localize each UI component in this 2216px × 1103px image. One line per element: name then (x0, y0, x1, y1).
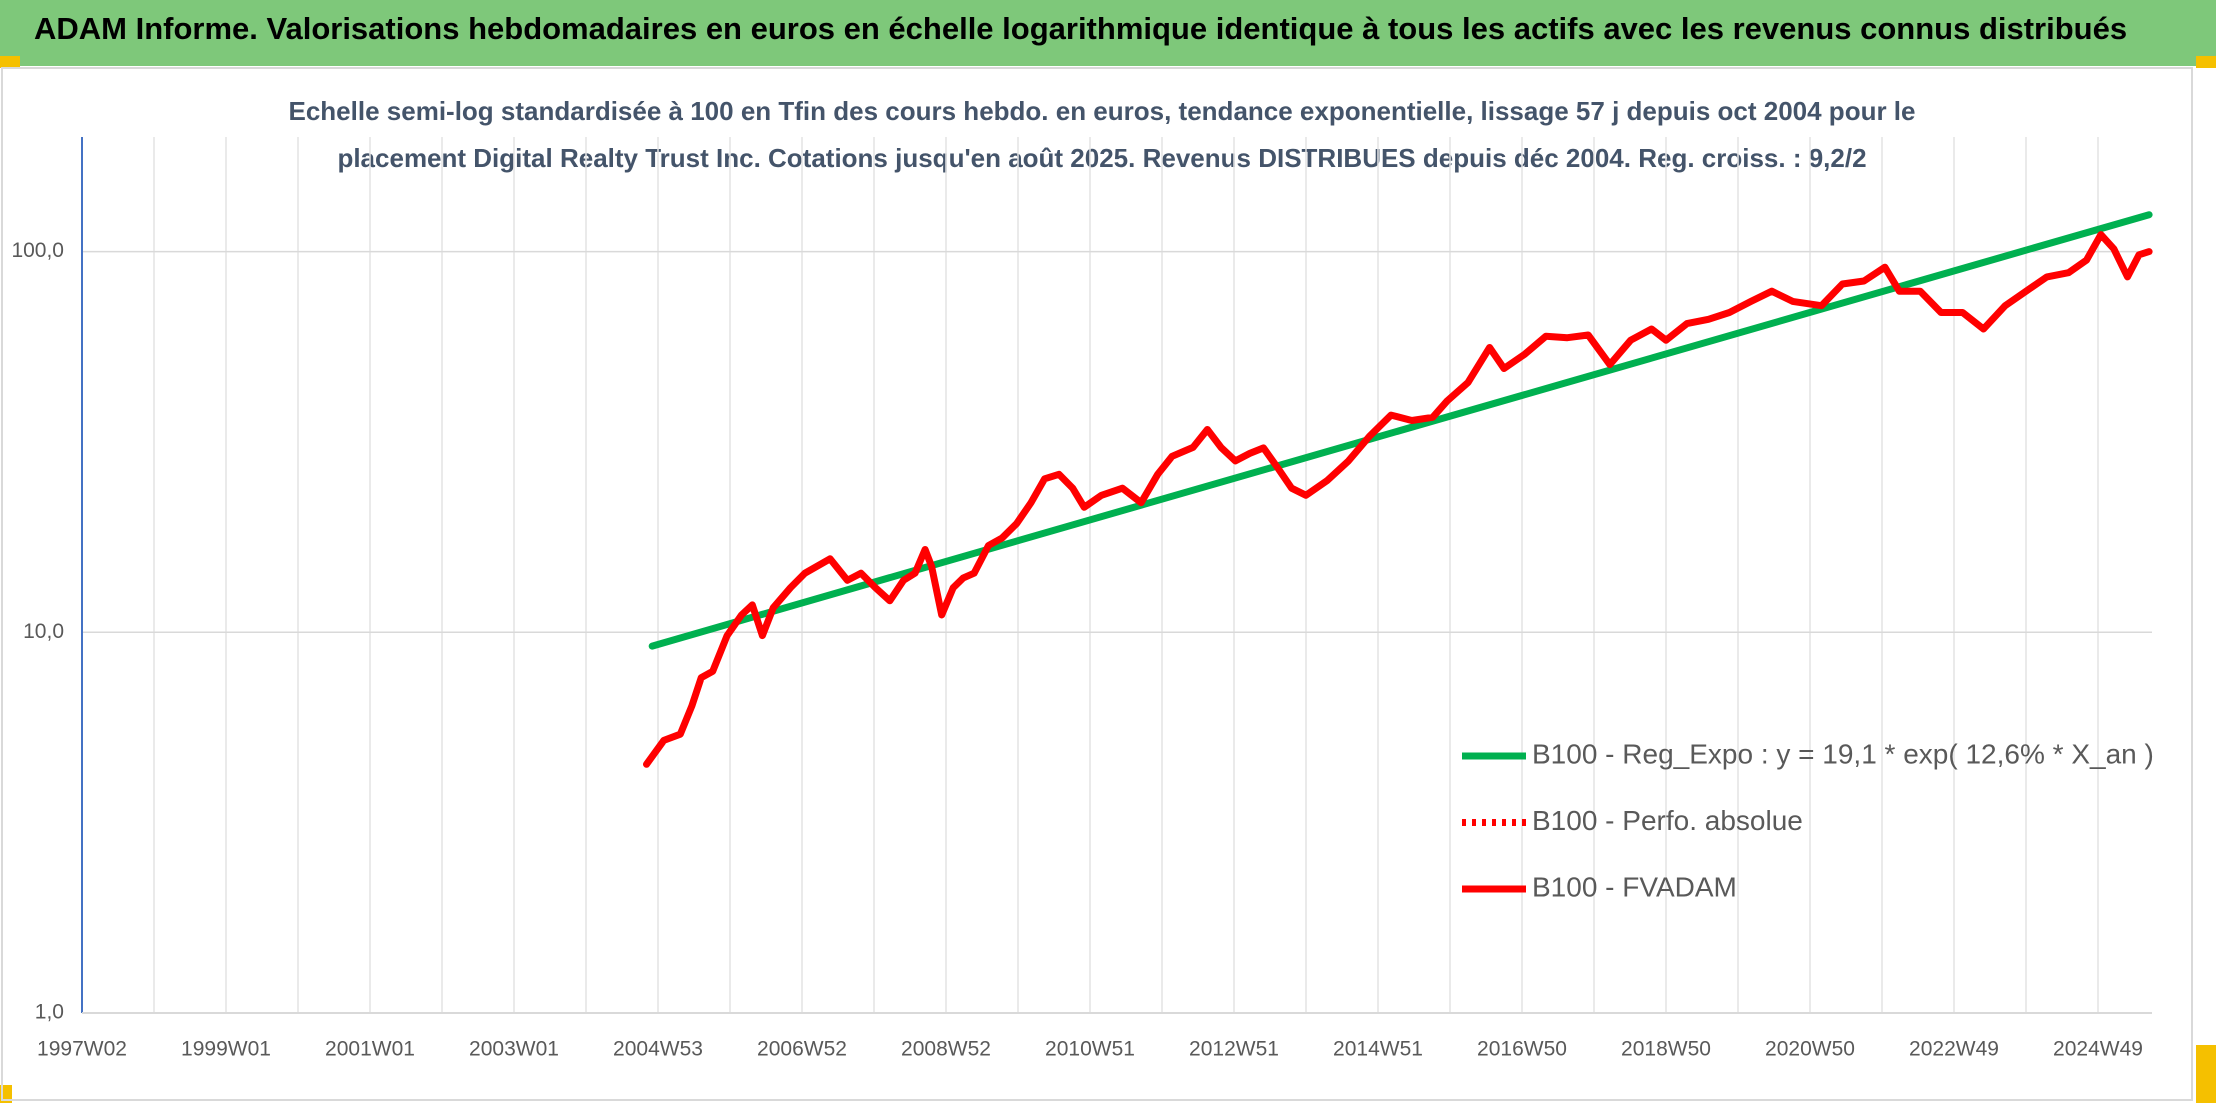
x-tick-label: 2008W52 (901, 1038, 991, 1061)
x-tick-label: 2014W51 (1333, 1038, 1423, 1061)
x-tick-label: 2010W51 (1045, 1038, 1135, 1061)
corner-mark (2196, 1045, 2216, 1103)
legend-label: B100 - Reg_Expo : y = 19,1 * exp( 12,6% … (1532, 738, 2154, 769)
x-tick-label: 2022W49 (1909, 1038, 1999, 1061)
x-tick-label: 1997W02 (37, 1038, 127, 1061)
data-line (643, 231, 2153, 768)
x-tick-label: 2003W01 (469, 1038, 559, 1061)
x-tick-label: 1999W01 (181, 1038, 271, 1061)
corner-mark (2196, 56, 2216, 68)
title-bar (0, 0, 2216, 66)
x-tick-label: 2020W50 (1765, 1038, 1855, 1061)
legend-label: B100 - FVADAM (1532, 871, 1737, 902)
corner-mark (0, 56, 20, 68)
x-tick-label: 2018W50 (1621, 1038, 1711, 1061)
x-tick-label: 2012W51 (1189, 1038, 1279, 1061)
x-tick-label: 2001W01 (325, 1038, 415, 1061)
chart-subtitle: placement Digital Realty Trust Inc. Cota… (337, 143, 1866, 173)
y-tick-label: 100,0 (11, 239, 64, 262)
chart-subtitle: Echelle semi-log standardisée à 100 en T… (289, 96, 1916, 126)
x-tick-label: 2004W53 (613, 1038, 703, 1061)
page-title: ADAM Informe. Valorisations hebdomadaire… (34, 11, 2127, 46)
frame (1, 67, 2193, 1101)
y-tick-label: 1,0 (35, 1001, 64, 1024)
x-tick-label: 2016W50 (1477, 1038, 1567, 1061)
x-tick-label: 2006W52 (757, 1038, 847, 1061)
x-tick-label: 2024W49 (2053, 1038, 2143, 1061)
legend-label: B100 - Perfo. absolue (1532, 805, 1803, 836)
y-tick-label: 10,0 (23, 620, 64, 643)
